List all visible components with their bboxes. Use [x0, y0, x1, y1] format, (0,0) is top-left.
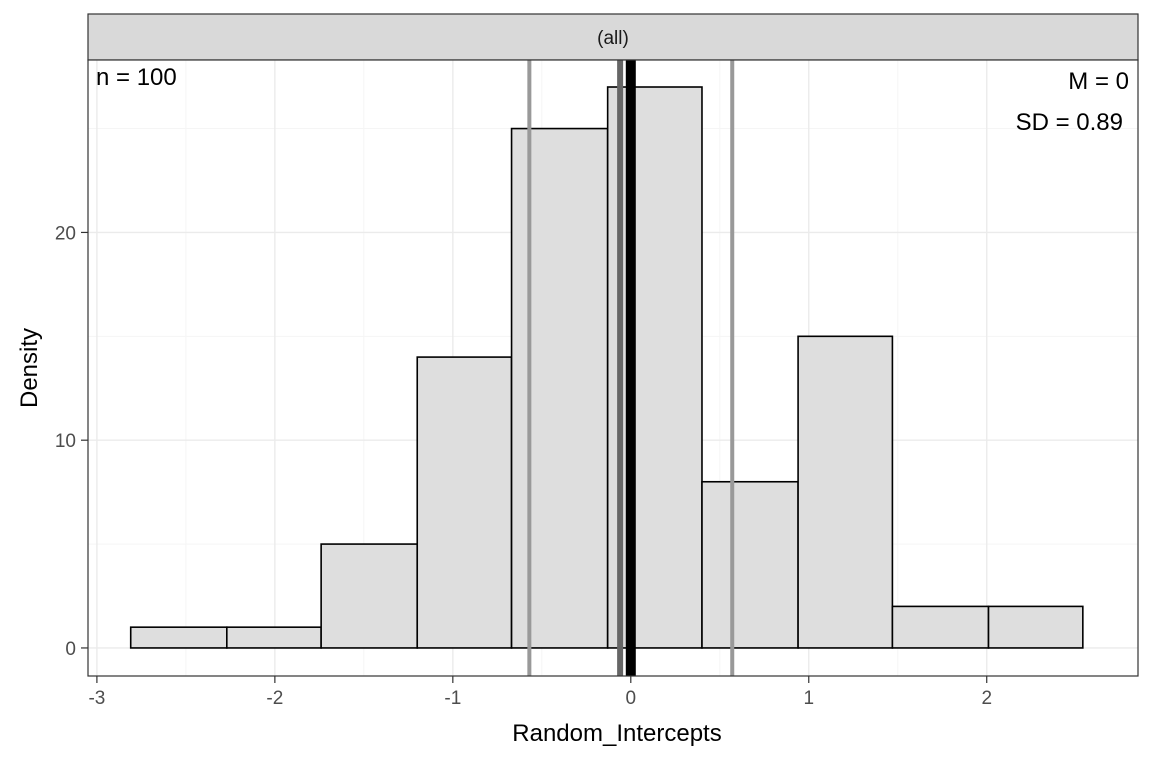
x-tick-label: -2 — [266, 688, 283, 709]
histogram-bar — [606, 86, 703, 649]
x-axis-title: Random_Intercepts — [512, 720, 721, 747]
y-tick-label: 20 — [55, 223, 76, 244]
y-tick-label: 0 — [65, 639, 76, 660]
y-axis-ticks: 0 10 20 — [55, 223, 88, 660]
x-tick-label: 1 — [803, 688, 814, 709]
n-annotation: n = 100 — [96, 64, 177, 91]
x-tick-label: -1 — [444, 688, 461, 709]
x-tick-label: 0 — [626, 688, 637, 709]
facet-strip — [87, 13, 1139, 61]
y-tick-label: 10 — [55, 431, 76, 452]
histogram-bar — [510, 127, 609, 649]
facet-strip-label: (all) — [597, 28, 629, 49]
histogram-bar — [320, 543, 419, 649]
histogram-bar — [416, 356, 513, 649]
histogram-bar — [797, 335, 894, 649]
histogram-bar — [226, 626, 322, 649]
mean-annotation: M = 0 — [1068, 68, 1129, 95]
panel-border — [87, 59, 1139, 677]
x-axis-ticks: -3 -2 -1 0 1 2 — [88, 676, 992, 709]
x-tick-label: -3 — [88, 688, 105, 709]
x-tick-label: 2 — [981, 688, 992, 709]
y-axis-title: Density — [16, 328, 43, 408]
sd-annotation: SD = 0.89 — [1016, 109, 1123, 136]
histogram-bar — [891, 605, 990, 649]
histogram-bar — [701, 480, 799, 649]
histogram-bar — [129, 626, 228, 649]
histogram-bar — [987, 605, 1084, 649]
reference-lines — [527, 60, 735, 676]
